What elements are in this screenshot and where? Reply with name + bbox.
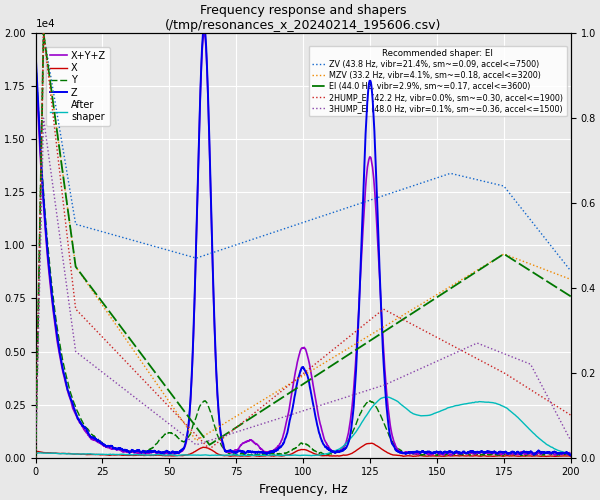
Text: 1e4: 1e4 [35, 19, 55, 29]
X-axis label: Frequency, Hz: Frequency, Hz [259, 483, 347, 496]
Title: Frequency response and shapers
(/tmp/resonances_x_20240214_195606.csv): Frequency response and shapers (/tmp/res… [165, 4, 442, 32]
Legend: ZV (43.8 Hz, vibr=21.4%, sm~=0.09, accel<=7500), MZV (33.2 Hz, vibr=4.1%, sm~=0.: ZV (43.8 Hz, vibr=21.4%, sm~=0.09, accel… [308, 46, 567, 116]
